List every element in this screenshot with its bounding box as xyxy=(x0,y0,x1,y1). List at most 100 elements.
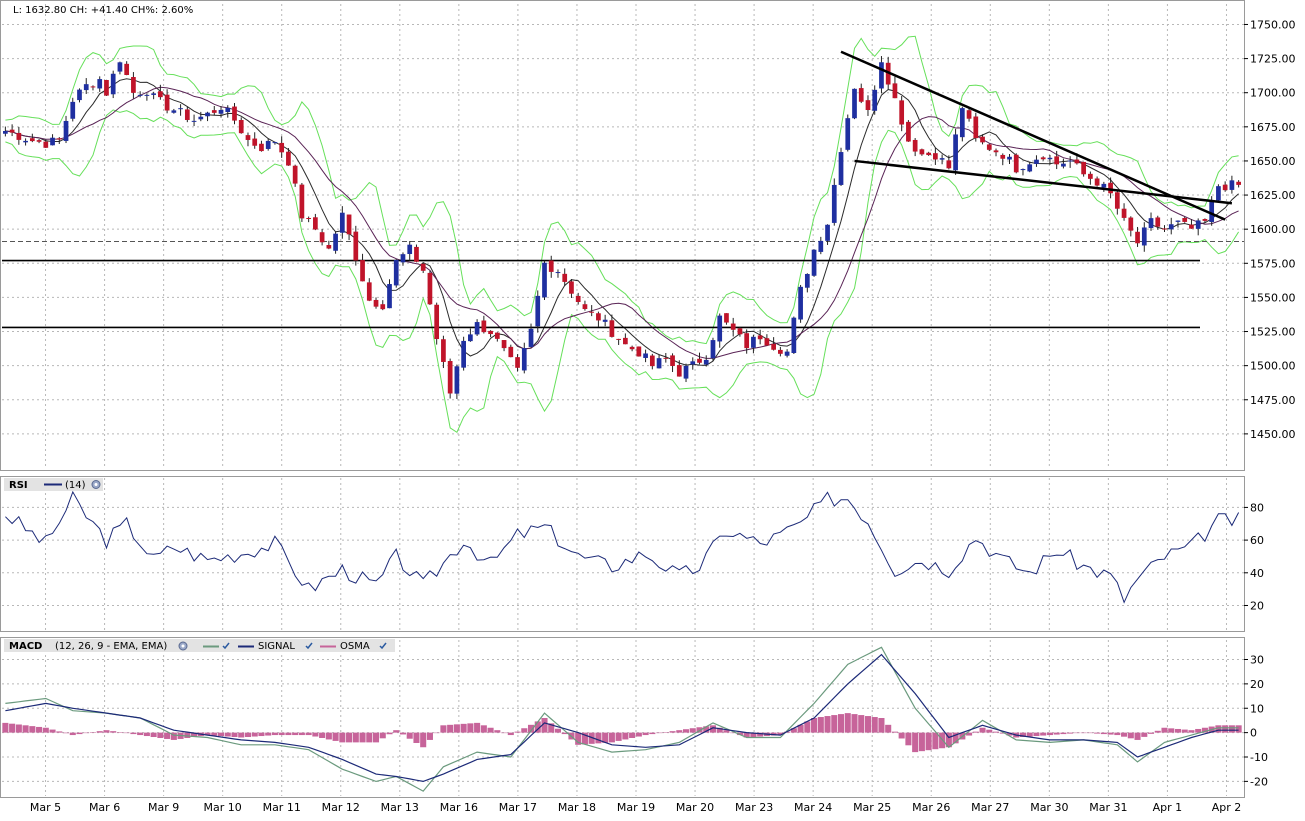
osma-bar xyxy=(992,731,1000,733)
candle-body xyxy=(158,91,163,98)
osma-bar xyxy=(244,732,252,738)
candle-body xyxy=(656,358,662,369)
x-tick-label: Apr 2 xyxy=(1212,801,1242,814)
candle-body xyxy=(117,62,123,72)
osma-bar xyxy=(1033,732,1040,737)
price-tick-label: 1500.00 xyxy=(1250,360,1296,373)
osma-bar xyxy=(1188,730,1195,733)
price-tick-label: 1625.00 xyxy=(1250,189,1296,202)
candle-body xyxy=(56,138,62,140)
rsi-line xyxy=(5,490,1240,604)
macd-toggle-icon[interactable] xyxy=(222,642,230,650)
candle-body xyxy=(636,346,642,357)
osma-bar xyxy=(1121,732,1128,737)
osma-bar xyxy=(399,732,407,735)
osma-bar xyxy=(359,732,366,743)
macd-panel xyxy=(0,637,1245,798)
rsi-settings-icon[interactable] xyxy=(91,480,101,489)
osma-bar xyxy=(682,729,690,733)
osma-bar xyxy=(824,716,831,733)
osma-bar xyxy=(615,732,622,741)
candle-body xyxy=(171,110,177,113)
bollinger-upper xyxy=(5,35,1239,345)
osma-bar xyxy=(1026,732,1033,737)
candle-body xyxy=(265,140,271,149)
price-tick-label: 1450.00 xyxy=(1250,428,1296,441)
x-tick-label: Apr 1 xyxy=(1153,801,1183,814)
rsi-plot xyxy=(5,490,1240,604)
candle-body xyxy=(858,88,864,102)
x-tick-label: Mar 6 xyxy=(89,801,120,814)
osma-bar xyxy=(811,718,818,733)
candle-body xyxy=(1013,154,1019,173)
osma-bar xyxy=(393,730,400,733)
osma-bar xyxy=(170,732,177,740)
osma-bar xyxy=(703,726,710,733)
osma-bar xyxy=(972,731,979,733)
macd-plot xyxy=(2,646,1242,792)
candle-body xyxy=(373,299,379,307)
candle-body xyxy=(1020,169,1026,171)
x-tick-label: Mar 9 xyxy=(148,801,179,814)
osma-bar xyxy=(433,732,440,734)
candle-body xyxy=(865,100,871,111)
candle-body xyxy=(764,338,770,346)
candle-body xyxy=(670,355,675,366)
price-tick-label: 1575.00 xyxy=(1250,257,1296,270)
osma-bar xyxy=(581,732,588,745)
osma-toggle-icon[interactable] xyxy=(379,642,387,650)
signal-toggle-icon[interactable] xyxy=(305,642,313,650)
osma-bar xyxy=(1201,727,1208,733)
candle-body xyxy=(252,138,258,146)
osma-bar xyxy=(474,722,481,733)
osma-bar xyxy=(319,732,326,738)
osma-bar xyxy=(480,725,487,733)
candle-body xyxy=(178,108,183,110)
candle-body xyxy=(1236,181,1241,185)
osma-bar xyxy=(999,732,1006,734)
osma-bar xyxy=(420,732,427,748)
candle-body xyxy=(474,322,480,335)
candle-body xyxy=(1121,208,1127,218)
candle-body xyxy=(232,106,237,121)
candle-body xyxy=(717,315,723,342)
candle-body xyxy=(1141,227,1147,246)
osma-bar xyxy=(2,722,9,733)
quote-text: L: 1632.80 CH: +41.40 CH%: 2.60% xyxy=(13,5,193,16)
candle-body xyxy=(973,116,979,139)
candle-body xyxy=(791,317,797,354)
grid-lines xyxy=(2,4,1244,796)
candle-body xyxy=(609,320,615,337)
osma-bar xyxy=(1181,729,1188,733)
price-tick-label: 1550.00 xyxy=(1250,291,1296,304)
candle-body xyxy=(980,136,985,143)
osma-bar xyxy=(447,724,454,733)
candle-body xyxy=(616,338,621,340)
osma-bar xyxy=(352,732,359,743)
candle-body xyxy=(555,272,561,274)
x-tick-label: Mar 13 xyxy=(381,801,419,814)
candle-body xyxy=(110,73,116,95)
osma-bar xyxy=(224,732,231,737)
osma-bar xyxy=(925,732,932,751)
x-tick-label: Mar 27 xyxy=(971,801,1009,814)
osma-bar xyxy=(96,731,103,733)
osma-bar xyxy=(22,725,29,733)
candle-body xyxy=(690,361,696,365)
osma-bar xyxy=(413,732,420,743)
osma-bar xyxy=(595,732,602,744)
candle-body xyxy=(825,224,830,241)
candle-body xyxy=(1182,217,1188,222)
macd-settings-icon[interactable] xyxy=(178,641,188,651)
osma-bar xyxy=(622,732,629,740)
candle-body xyxy=(912,139,918,152)
candle-body xyxy=(488,330,493,335)
osma-bar xyxy=(777,732,784,736)
candle-body xyxy=(36,140,42,142)
osma-bar xyxy=(905,732,912,746)
price-tick-label: 1700.00 xyxy=(1250,87,1296,100)
osma-bar xyxy=(602,732,609,743)
candle-body xyxy=(993,150,999,153)
candle-body xyxy=(1034,159,1039,164)
candle-body xyxy=(1067,160,1073,162)
